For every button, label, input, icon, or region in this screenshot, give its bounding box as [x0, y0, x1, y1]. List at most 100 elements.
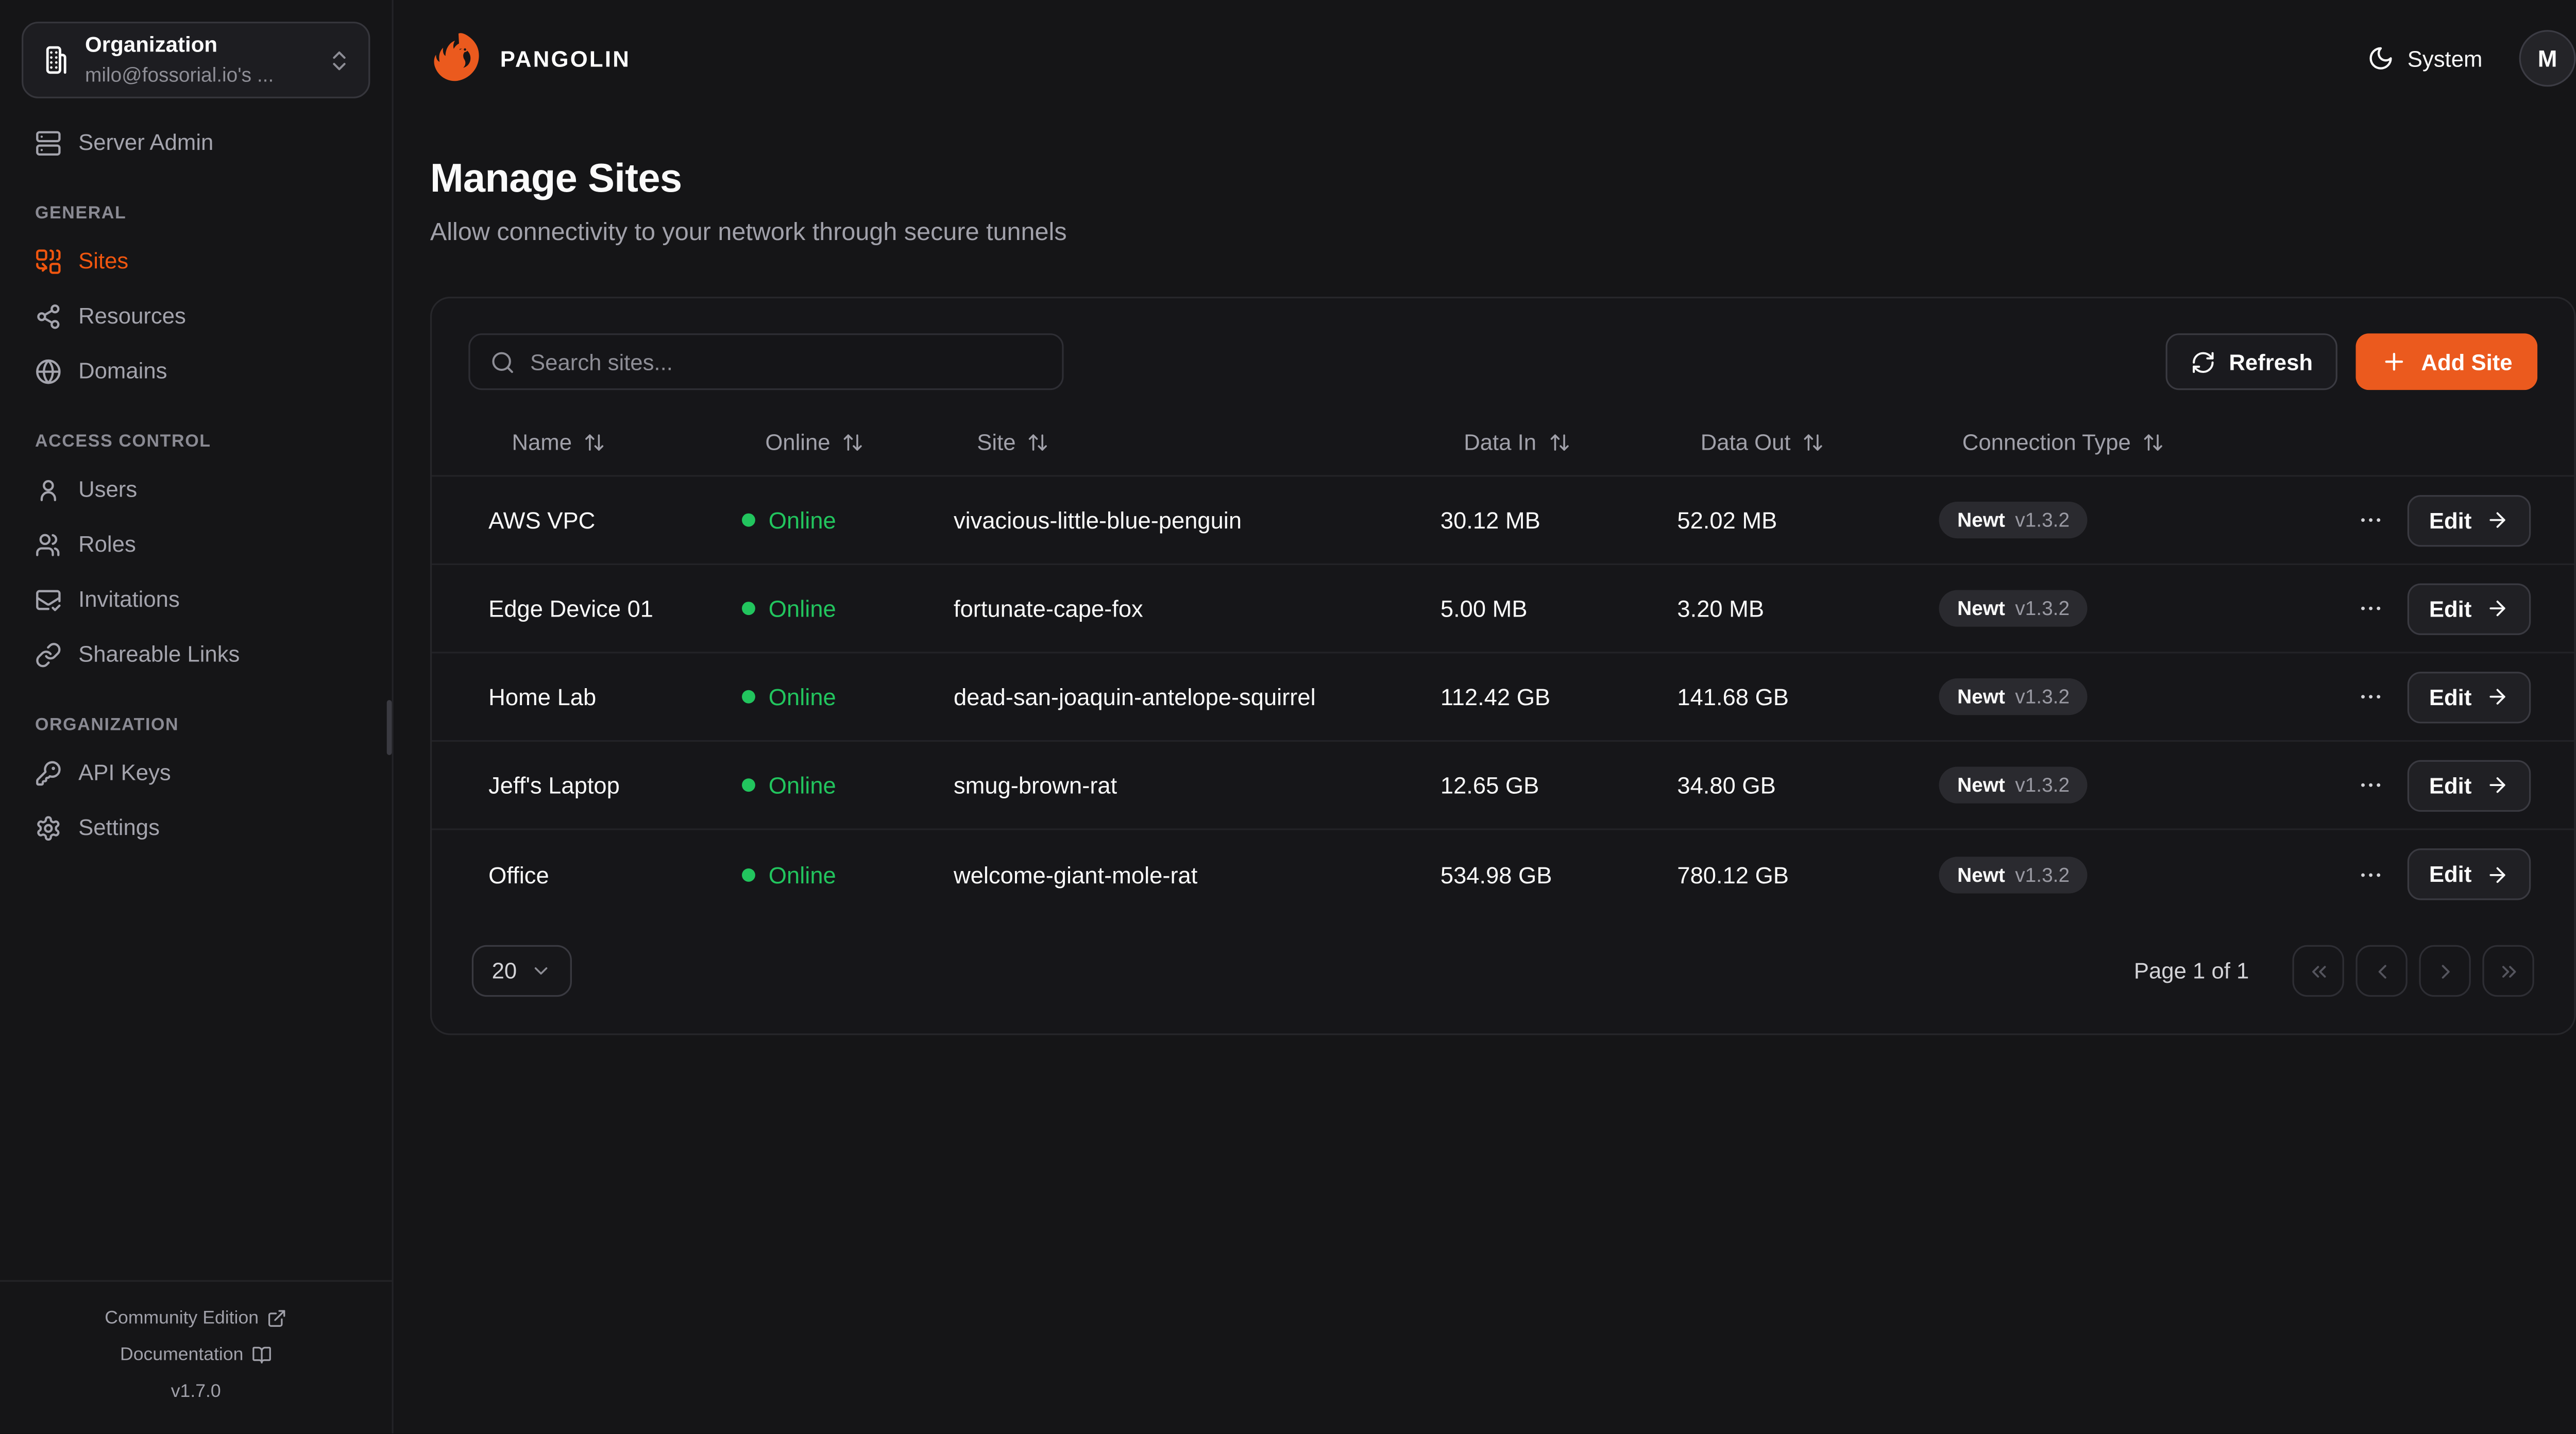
row-menu-button[interactable] [2358, 861, 2384, 887]
search-sites-field[interactable] [468, 333, 1064, 390]
topbar: PANGOLIN System M [394, 0, 2576, 113]
online-dot-icon [742, 778, 755, 792]
sidebar: Organization milo@fossorial.io's ... Ser… [0, 0, 394, 1433]
online-dot-icon [742, 602, 755, 616]
sidebar-item-settings[interactable]: Settings [22, 800, 370, 855]
sidebar-item-label: Server Admin [78, 130, 214, 155]
sort-icon [2143, 432, 2164, 453]
edit-button[interactable]: Edit [2407, 494, 2530, 546]
chevron-down-icon [530, 960, 552, 982]
arrow-right-icon [2485, 774, 2508, 797]
data-in: 112.42 GB [1440, 683, 1551, 710]
community-edition-link[interactable]: Community Edition [13, 1300, 379, 1337]
next-page-button[interactable] [2419, 945, 2471, 997]
status-badge: Online [742, 861, 954, 887]
row-menu-button[interactable] [2358, 595, 2384, 622]
sort-icon [584, 432, 605, 453]
site-slug: smug-brown-rat [953, 772, 1117, 799]
site-name: Office [488, 861, 549, 888]
table-row: Home Lab Online dead-san-joaquin-antelop… [432, 654, 2574, 742]
site-name: Jeff's Laptop [488, 772, 620, 799]
sidebar-item-users[interactable]: Users [22, 462, 370, 517]
gear-icon [35, 814, 62, 841]
site-slug: dead-san-joaquin-antelope-squirrel [953, 683, 1316, 710]
external-link-icon [267, 1308, 287, 1328]
org-selector[interactable]: Organization milo@fossorial.io's ... [22, 22, 370, 98]
sites-card: Refresh Add Site Name Online Site Data I… [430, 297, 2576, 1035]
brand-logo[interactable]: PANGOLIN [430, 30, 631, 87]
globe-icon [35, 357, 62, 384]
arrow-right-icon [2485, 685, 2508, 708]
avatar-initial: M [2537, 45, 2557, 72]
last-page-button[interactable] [2482, 945, 2534, 997]
sidebar-item-resources[interactable]: Resources [22, 288, 370, 344]
org-selector-label: Organization [85, 31, 218, 57]
status-badge: Online [742, 507, 954, 534]
refresh-button[interactable]: Refresh [2165, 333, 2338, 390]
column-header-data-in[interactable]: Data In [1464, 430, 1701, 455]
row-menu-button[interactable] [2358, 772, 2384, 798]
column-header-online[interactable]: Online [765, 430, 977, 455]
edit-button[interactable]: Edit [2407, 582, 2530, 635]
sidebar-item-server-admin[interactable]: Server Admin [22, 115, 370, 170]
arrow-right-icon [2485, 596, 2508, 620]
documentation-link[interactable]: Documentation [13, 1337, 379, 1373]
sidebar-section-access-control: ACCESS CONTROL [35, 432, 211, 452]
column-header-data-out[interactable]: Data Out [1701, 430, 1962, 455]
status-badge: Online [742, 772, 954, 798]
sort-icon [1802, 432, 1824, 453]
edit-button[interactable]: Edit [2407, 848, 2530, 900]
data-in: 5.00 MB [1440, 595, 1528, 622]
pangolin-logo-icon [430, 30, 487, 87]
data-out: 780.12 GB [1677, 861, 1789, 888]
row-menu-button[interactable] [2358, 684, 2384, 710]
site-slug: fortunate-cape-fox [953, 595, 1143, 622]
table-row: Edge Device 01 Online fortunate-cape-fox… [432, 565, 2574, 654]
chevrons-left-icon [2311, 965, 2325, 977]
sidebar-item-invitations[interactable]: Invitations [22, 572, 370, 627]
connection-type-badge: Newt v1.3.2 [1939, 856, 2088, 893]
edit-button[interactable]: Edit [2407, 759, 2530, 811]
column-header-site[interactable]: Site [977, 430, 1464, 455]
avatar[interactable]: M [2519, 30, 2576, 87]
theme-toggle[interactable]: System [2367, 45, 2482, 72]
connection-type-badge: Newt v1.3.2 [1939, 502, 2088, 539]
first-page-button[interactable] [2292, 945, 2344, 997]
column-header-connection-type[interactable]: Connection Type [1962, 430, 2381, 455]
data-out: 3.20 MB [1677, 595, 1765, 622]
search-input[interactable] [530, 349, 1042, 374]
site-slug: welcome-giant-mole-rat [953, 861, 1198, 888]
combine-icon [35, 248, 62, 275]
status-badge: Online [742, 595, 954, 622]
edit-button[interactable]: Edit [2407, 671, 2530, 723]
sidebar-item-label: Users [78, 476, 138, 502]
org-selector-value: milo@fossorial.io's ... [85, 63, 274, 87]
previous-page-button[interactable] [2355, 945, 2408, 997]
users-icon [35, 531, 62, 558]
connection-type-badge: Newt v1.3.2 [1939, 590, 2088, 627]
plus-icon [2381, 348, 2408, 375]
arrow-right-icon [2485, 508, 2508, 532]
sidebar-item-sites[interactable]: Sites [22, 233, 370, 288]
data-out: 34.80 GB [1677, 772, 1776, 799]
sidebar-item-label: Invitations [78, 587, 180, 612]
sidebar-item-domains[interactable]: Domains [22, 344, 370, 399]
page-header: Manage Sites Allow connectivity to your … [394, 113, 2576, 247]
sidebar-item-roles[interactable]: Roles [22, 517, 370, 572]
connection-type-badge: Newt v1.3.2 [1939, 678, 2088, 715]
sidebar-item-label: Domains [78, 358, 167, 384]
chevrons-right-icon [2501, 965, 2515, 977]
chevron-left-icon [2378, 964, 2386, 978]
sidebar-scrollbar-thumb[interactable] [386, 700, 392, 755]
site-name: Home Lab [488, 683, 597, 710]
add-site-button[interactable]: Add Site [2356, 333, 2538, 390]
column-header-name[interactable]: Name [512, 430, 765, 455]
sidebar-item-api-keys[interactable]: API Keys [22, 745, 370, 800]
sidebar-section-general: GENERAL [35, 203, 127, 224]
sidebar-item-shareable-links[interactable]: Shareable Links [22, 627, 370, 682]
row-menu-button[interactable] [2358, 507, 2384, 534]
sidebar-item-label: Resources [78, 303, 186, 329]
table-row: Office Online welcome-giant-mole-rat 534… [432, 830, 2574, 919]
page-size-select[interactable]: 20 [471, 945, 572, 997]
